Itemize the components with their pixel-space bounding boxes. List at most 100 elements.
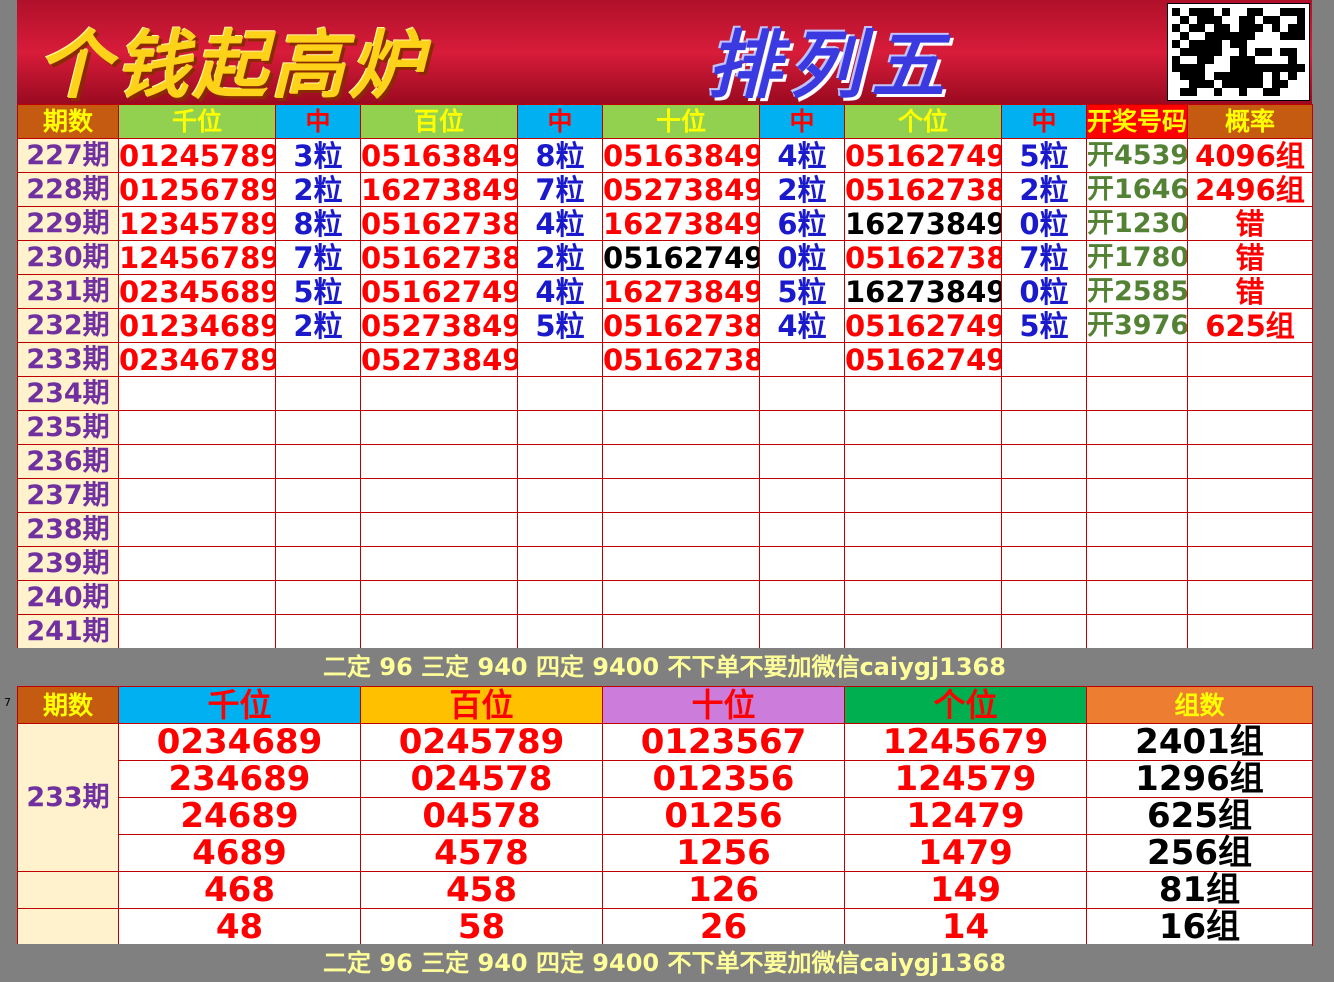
cell-ge	[844, 410, 1002, 445]
row-marker: 7	[4, 696, 11, 709]
cell-bai-hit: 8粒	[517, 138, 603, 173]
period-cell-empty	[17, 908, 119, 946]
cell-period: 239期	[17, 546, 119, 581]
table-row: 233期 0234689 0245789 0123567 1245679 2401组	[17, 723, 1313, 872]
cell-shi	[602, 478, 760, 513]
digit-set: 24689	[118, 797, 361, 835]
cell-draw: 开1646	[1086, 172, 1188, 207]
cell-draw	[1086, 376, 1188, 411]
prediction-table: 期数 千位 百位 十位 个位 组数 233期 0234689 0245789 0123567 124…	[17, 686, 1313, 946]
cell-bai	[360, 478, 518, 513]
cell-bai-hit	[517, 444, 603, 479]
cell-qian: 02346789	[118, 342, 276, 377]
cell-qian-hit	[275, 444, 361, 479]
cell-draw	[1086, 512, 1188, 547]
cell-shi	[602, 580, 760, 615]
column-header: 百位	[360, 104, 518, 139]
cell-qian-hit	[275, 580, 361, 615]
digit-set: 468	[118, 871, 361, 909]
column-header: 期数	[17, 686, 119, 724]
cell-shi-hit: 6粒	[759, 206, 845, 241]
cell-ge-hit	[1001, 614, 1087, 649]
cell-ge-hit	[1001, 580, 1087, 615]
cell-qian: 12345789	[118, 206, 276, 241]
cell-ge-hit: 0粒	[1001, 206, 1087, 241]
cell-period: 230期	[17, 240, 119, 275]
cell-shi-hit: 4粒	[759, 138, 845, 173]
cell-bai: 05162749	[360, 274, 518, 309]
digit-set: 126	[602, 871, 845, 909]
digit-set: 149	[844, 871, 1087, 909]
cell-shi-hit	[759, 342, 845, 377]
cell-bai	[360, 512, 518, 547]
cell-qian-hit	[275, 342, 361, 377]
cell-bai-hit: 5粒	[517, 308, 603, 343]
digit-set: 0123567	[602, 723, 845, 761]
cell-shi	[602, 512, 760, 547]
cell-bai-hit	[517, 410, 603, 445]
cell-prob	[1187, 614, 1313, 649]
cell-shi: 16273849	[602, 274, 760, 309]
cell-ge-hit	[1001, 342, 1087, 377]
promo-note-bottom: 二定 96 三定 940 四定 9400 不下单不要加微信caiygj1368	[17, 944, 1312, 982]
cell-qian: 01245789	[118, 138, 276, 173]
cell-qian-hit: 5粒	[275, 274, 361, 309]
cell-bai-hit: 4粒	[517, 274, 603, 309]
table-row: 238期	[17, 512, 1313, 547]
digit-set: 1245679	[844, 723, 1087, 761]
cell-ge	[844, 546, 1002, 581]
cell-ge-hit	[1001, 546, 1087, 581]
cell-qian: 12456789	[118, 240, 276, 275]
cell-ge-hit: 7粒	[1001, 240, 1087, 275]
table-header-row: 期数 千位 百位 十位 个位 组数	[17, 686, 1313, 724]
cell-draw	[1086, 478, 1188, 513]
cell-shi-hit	[759, 410, 845, 445]
cell-ge-hit	[1001, 512, 1087, 547]
cell-bai-hit	[517, 376, 603, 411]
cell-prob: 错	[1187, 240, 1313, 275]
cell-qian-hit: 2粒	[275, 308, 361, 343]
cell-draw: 开1780	[1086, 240, 1188, 275]
cell-ge	[844, 478, 1002, 513]
column-header: 千位	[118, 104, 276, 139]
cell-shi: 05162738	[602, 342, 760, 377]
cell-shi: 16273849	[602, 206, 760, 241]
table-row: 234689 024578 012356 124579 1296组	[18, 760, 1313, 798]
cell-bai: 05273849	[360, 308, 518, 343]
cell-ge: 05162738	[844, 172, 1002, 207]
cell-ge-hit: 5粒	[1001, 308, 1087, 343]
cell-qian-hit	[275, 410, 361, 445]
cell-qian	[118, 546, 276, 581]
cell-prob	[1187, 376, 1313, 411]
table-row: 229期 12345789 8粒 05162738 4粒 16273849 6粒 162738…	[17, 206, 1313, 241]
cell-shi	[602, 376, 760, 411]
group-count: 256组	[1086, 834, 1313, 872]
cell-prob	[1187, 546, 1313, 581]
digit-set: 58	[360, 908, 603, 946]
cell-ge-hit	[1001, 478, 1087, 513]
cell-draw	[1086, 342, 1188, 377]
cell-ge: 05162749	[844, 342, 1002, 377]
table-row: 236期	[17, 444, 1313, 479]
cell-period: 227期	[17, 138, 119, 173]
digit-set: 26	[602, 908, 845, 946]
table-row: 48 58 26 14 16组	[17, 908, 1313, 946]
table-row: 4689 4578 1256 1479 256组	[18, 834, 1313, 872]
cell-shi-hit: 5粒	[759, 274, 845, 309]
cell-qian: 01234689	[118, 308, 276, 343]
group-count: 625组	[1086, 797, 1313, 835]
digit-set: 1479	[844, 834, 1087, 872]
cell-bai: 05162738	[360, 240, 518, 275]
cell-prob	[1187, 580, 1313, 615]
column-header: 千位	[118, 686, 361, 724]
digit-set: 0245789	[360, 723, 603, 761]
cell-shi	[602, 614, 760, 649]
cell-bai-hit: 4粒	[517, 206, 603, 241]
cell-bai	[360, 376, 518, 411]
column-header: 中	[275, 104, 361, 139]
cell-shi-hit: 0粒	[759, 240, 845, 275]
period-cell-empty	[17, 871, 119, 909]
cell-prob	[1187, 478, 1313, 513]
cell-qian	[118, 376, 276, 411]
cell-qian-hit: 2粒	[275, 172, 361, 207]
